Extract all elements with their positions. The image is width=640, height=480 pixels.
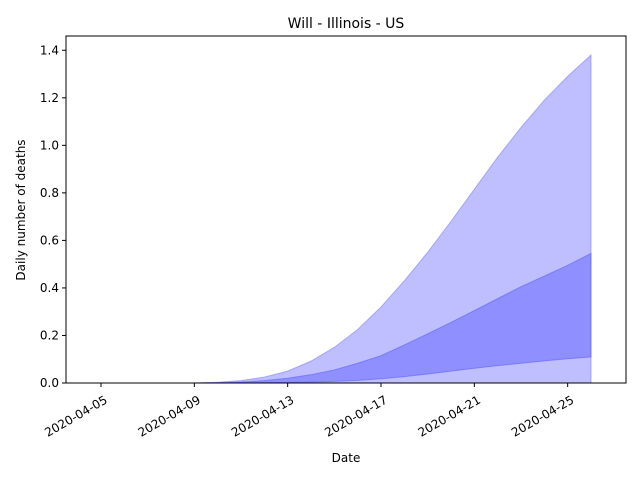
- y-tick-label: 0.0: [40, 376, 59, 390]
- y-tick-label: 0.2: [40, 328, 59, 342]
- y-tick-label: 0.6: [40, 233, 59, 247]
- y-tick-label: 0.8: [40, 186, 59, 200]
- plot-frame: [65, 35, 627, 384]
- y-tick-label: 1.2: [40, 91, 59, 105]
- y-axis-ticks: 0.0 0.2 0.4 0.6 0.8 1.0 1.2 1.4: [40, 43, 66, 390]
- y-tick-label: 1.4: [40, 43, 59, 57]
- chart-title: Will - Illinois - US: [288, 16, 405, 32]
- y-axis-label: Daily number of deaths: [14, 139, 28, 280]
- x-axis-label: Date: [332, 451, 361, 465]
- y-tick-label: 1.0: [40, 138, 59, 152]
- y-tick-label: 0.4: [40, 281, 59, 295]
